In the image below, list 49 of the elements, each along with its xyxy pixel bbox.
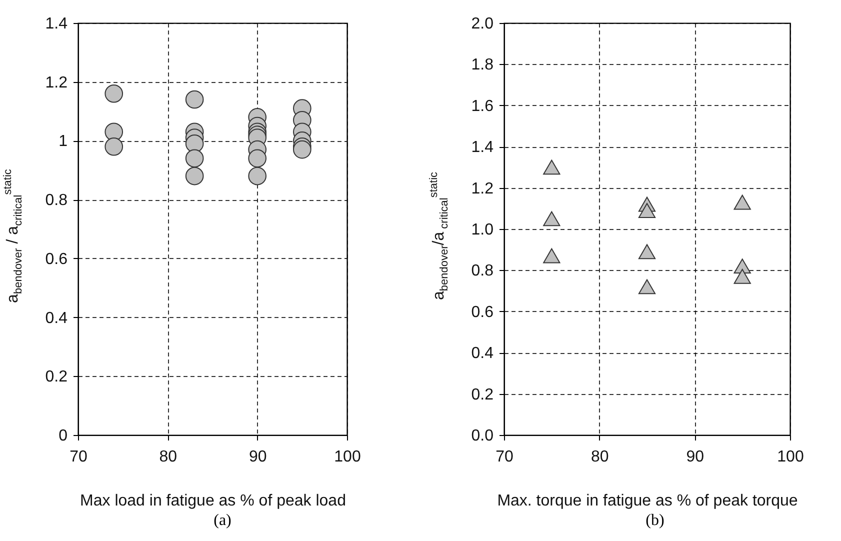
y-tick-label: 1.0 <box>471 222 494 238</box>
y-tick-label: 1.2 <box>471 180 494 198</box>
y-tick-label: 0.8 <box>471 262 494 280</box>
text: (a) <box>212 512 232 530</box>
x-axis-title: Max. torque in fatigue as % of peak torque <box>497 492 798 510</box>
y-tick-label: 0.4 <box>45 310 68 327</box>
point <box>248 166 266 186</box>
y-tick-label: 1.8 <box>471 56 494 74</box>
point <box>638 244 656 260</box>
x-tick-label: 80 <box>590 448 609 466</box>
y-tick-label: 2.0 <box>471 16 494 32</box>
point <box>638 202 656 218</box>
x-tick-label: 70 <box>496 448 514 466</box>
point <box>543 211 560 226</box>
y-tick-label: 1 <box>58 133 68 150</box>
point <box>543 160 560 175</box>
point <box>734 268 751 284</box>
point <box>185 166 204 186</box>
x-axis-title: Max load in fatigue as % of peak load <box>80 492 346 510</box>
y-tick-label: 1.4 <box>471 139 494 156</box>
point <box>248 149 266 168</box>
y-tick-label: 1.6 <box>471 98 494 115</box>
y-tick-label: 1.2 <box>45 74 68 92</box>
y-tick-label: 0.6 <box>471 304 494 321</box>
point <box>185 149 204 168</box>
point <box>104 137 124 156</box>
x-tick-label: 70 <box>70 448 88 466</box>
point <box>185 90 204 109</box>
y-tick-label: 0.2 <box>45 368 68 386</box>
y-tick-label: 0.2 <box>471 386 494 404</box>
point <box>104 84 124 103</box>
y-tick-label: 1.4 <box>45 16 68 32</box>
x-tick-label: 90 <box>248 448 267 466</box>
y-tick-label: 0.4 <box>471 345 494 362</box>
x-tick-label: 100 <box>334 448 361 466</box>
y-tick-label: 0.0 <box>471 428 494 444</box>
x-tick-label: 100 <box>777 448 804 466</box>
x-tick-label: 80 <box>159 448 178 466</box>
x-tick-label: 90 <box>686 448 704 466</box>
point <box>638 279 656 294</box>
point <box>734 194 751 210</box>
y-tick-label: 0.8 <box>45 192 68 210</box>
y-tick-label: 0.6 <box>45 250 68 268</box>
text: (b) <box>644 512 666 530</box>
y-tick-label: 0 <box>58 428 68 444</box>
point <box>293 140 312 159</box>
point <box>543 248 560 264</box>
point <box>185 134 204 153</box>
point <box>104 122 124 142</box>
